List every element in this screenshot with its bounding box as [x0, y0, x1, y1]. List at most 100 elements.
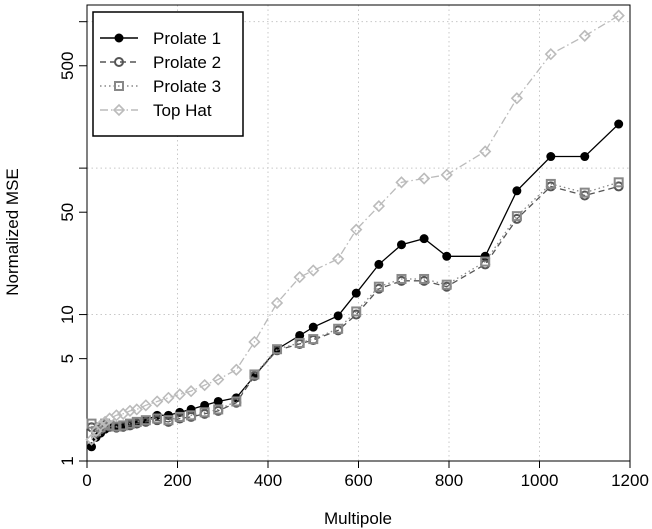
data-point [249, 369, 260, 380]
data-point [612, 9, 625, 22]
data-point [230, 363, 243, 376]
data-point [333, 311, 343, 321]
data-point [351, 306, 362, 317]
series-line [90, 185, 619, 435]
data-point [308, 322, 318, 332]
data-point [417, 172, 431, 185]
data-point [511, 211, 522, 222]
y-tick-label: 1 [58, 456, 77, 465]
data-point [123, 404, 137, 417]
data-point [419, 234, 429, 244]
data-point [580, 152, 590, 162]
data-point [173, 388, 186, 401]
data-point [395, 176, 408, 189]
legend-item: Prolate 3 [100, 77, 221, 96]
data-point [270, 296, 284, 310]
data-point [441, 279, 452, 290]
legend-item: Top Hat [100, 101, 212, 120]
data-point [85, 433, 98, 446]
x-tick-label: 400 [254, 471, 282, 490]
series-top-hat [85, 9, 625, 446]
x-tick-label: 200 [163, 471, 191, 490]
data-point [373, 281, 384, 292]
data-point [350, 223, 363, 236]
data-point [272, 344, 283, 355]
data-point [112, 103, 126, 117]
data-point [213, 404, 224, 415]
legend-label: Top Hat [153, 101, 212, 120]
y-tick-label: 5 [58, 354, 77, 363]
data-point [333, 323, 344, 334]
legend-label: Prolate 3 [153, 77, 221, 96]
data-point [374, 259, 384, 269]
data-point [212, 373, 225, 386]
data-point [124, 418, 135, 429]
x-axis-title: Multipole [324, 509, 392, 528]
data-point [151, 395, 164, 408]
x-tick-label: 0 [82, 471, 91, 490]
data-point [152, 413, 163, 424]
data-point [579, 187, 590, 198]
series-prolate-2 [86, 181, 624, 439]
legend: Prolate 1 Prolate 2 Prolate 3 Top Hat [92, 11, 244, 137]
data-point [293, 271, 306, 284]
data-point [545, 178, 556, 189]
data-point [614, 119, 624, 129]
data-point [198, 378, 211, 392]
data-point [163, 415, 174, 426]
data-point [114, 33, 124, 43]
data-point [110, 409, 123, 422]
data-point [396, 240, 406, 250]
data-point [442, 251, 452, 261]
data-point [87, 442, 97, 452]
data-point [140, 415, 151, 426]
x-tick-label: 800 [435, 471, 463, 490]
data-point [131, 416, 142, 427]
x-tick-label: 1000 [521, 471, 559, 490]
data-point [308, 334, 319, 345]
data-point [512, 186, 522, 196]
legend-item: Prolate 1 [100, 29, 221, 48]
legend-item: Prolate 2 [100, 53, 221, 72]
data-point [199, 407, 210, 418]
data-point [98, 415, 112, 429]
data-point [510, 92, 524, 105]
data-point [294, 337, 305, 348]
x-tick-label: 600 [344, 471, 372, 490]
legend-box [92, 11, 244, 137]
data-point [480, 251, 490, 261]
data-point [546, 152, 556, 162]
data-point [231, 396, 242, 407]
data-point [479, 145, 492, 158]
data-point [174, 411, 185, 422]
data-point [111, 421, 122, 432]
legend-label: Prolate 1 [153, 29, 221, 48]
data-point [440, 168, 453, 181]
data-point [114, 81, 124, 91]
legend-label: Prolate 2 [153, 53, 221, 72]
data-point [248, 335, 261, 349]
y-axis-title: Normalized MSE [3, 168, 22, 296]
data-point [114, 57, 124, 67]
series-group [85, 9, 625, 452]
data-point [184, 384, 198, 398]
data-point [544, 48, 557, 61]
data-point [372, 200, 385, 213]
data-point [332, 252, 345, 266]
data-point [118, 420, 129, 431]
data-point [480, 256, 491, 267]
data-point [139, 399, 152, 412]
data-point [94, 419, 107, 432]
data-point [578, 29, 591, 43]
data-point [130, 403, 143, 416]
y-tick-label: 50 [58, 203, 77, 222]
series-prolate-3 [86, 177, 624, 437]
data-point [419, 273, 430, 284]
data-point [396, 273, 407, 284]
data-point [351, 288, 361, 298]
data-point [162, 391, 175, 404]
y-tick-label: 500 [58, 52, 77, 80]
y-tick-label: 10 [58, 305, 77, 324]
data-point [213, 396, 223, 406]
